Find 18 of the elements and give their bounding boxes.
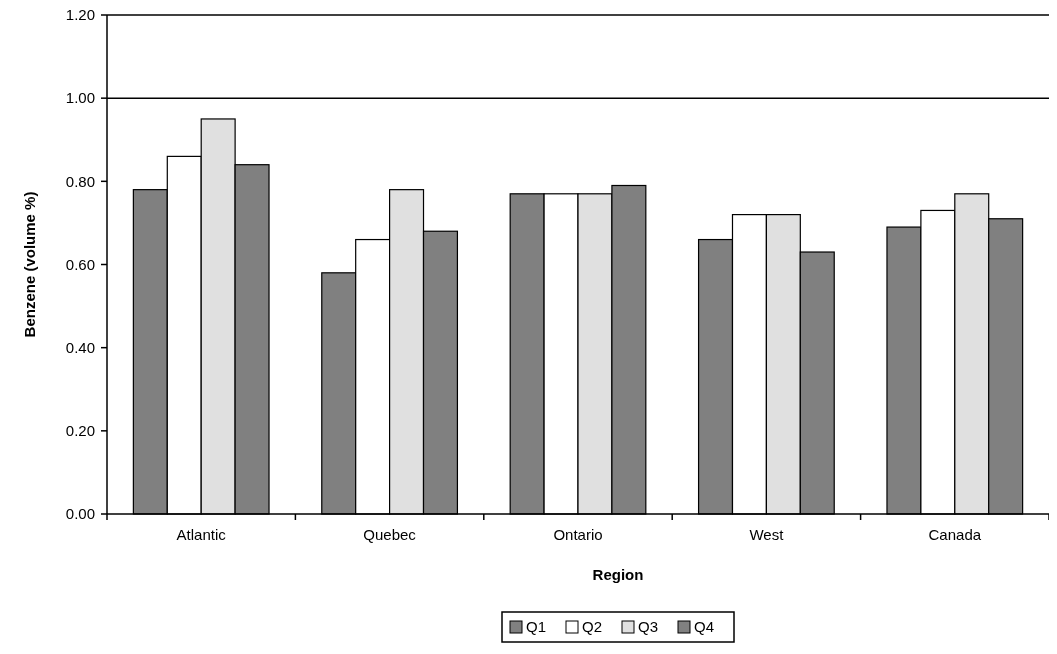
x-tick-label: Canada (928, 526, 982, 543)
y-tick-label: 1.00 (65, 89, 95, 107)
legend-label: Q3 (638, 618, 659, 636)
legend-label: Q1 (526, 618, 547, 636)
y-tick-label: 0.60 (65, 255, 95, 273)
x-tick-label: Ontario (553, 526, 603, 543)
x-tick-label: Atlantic (176, 526, 227, 543)
y-tick-label: 0.80 (65, 172, 95, 190)
x-tick-label: Quebec (363, 526, 417, 543)
y-tick-label: 0.40 (65, 338, 95, 356)
y-axis-title: Benzene (volume %) (21, 191, 38, 338)
legend-label: Q2 (582, 618, 603, 636)
y-tick-label: 1.20 (65, 6, 95, 24)
y-tick-label: 0.20 (65, 422, 95, 440)
x-tick-label: West (749, 526, 785, 543)
legend-label: Q4 (694, 618, 715, 636)
x-axis-title: Region (592, 566, 644, 583)
y-tick-label: 0.00 (65, 505, 95, 523)
